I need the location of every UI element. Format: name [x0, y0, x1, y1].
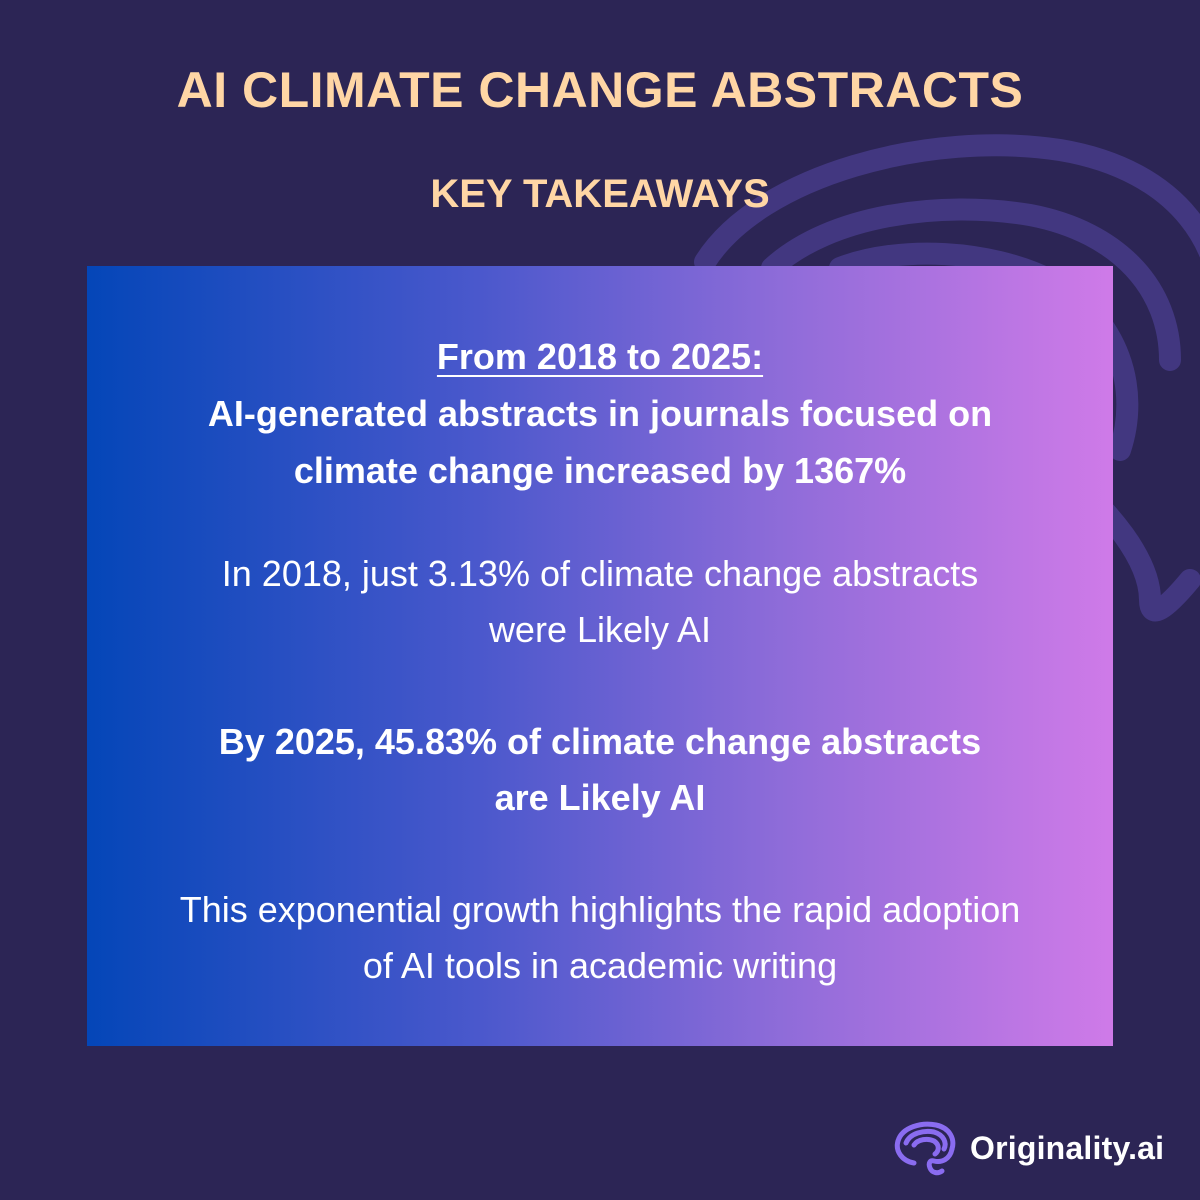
takeaway-conclusion-line-1: This exponential growth highlights the r… — [179, 889, 1021, 930]
takeaway-2018-line-2: were Likely AI — [488, 609, 712, 650]
headline-line-1: AI-generated abstracts in journals focus… — [207, 393, 993, 434]
takeaway-conclusion: This exponential growth highlights the r… — [87, 882, 1113, 994]
takeaway-2025: By 2025, 45.83% of climate change abstra… — [87, 714, 1113, 826]
takeaway-conclusion-line-2: of AI tools in academic writing — [362, 945, 838, 986]
brain-icon — [894, 1121, 956, 1176]
takeaway-2025-line-2: are Likely AI — [494, 777, 706, 818]
takeaway-2018: In 2018, just 3.13% of climate change ab… — [87, 546, 1113, 658]
page-subtitle: KEY TAKEAWAYS — [430, 172, 770, 216]
brand-name: Originality.ai — [970, 1129, 1165, 1166]
headline-period: From 2018 to 2025: — [436, 336, 764, 377]
brand-logo: Originality.ai — [892, 1118, 1164, 1178]
headline-block: From 2018 to 2025: AI-generated abstract… — [87, 328, 1113, 499]
takeaway-2018-line-1: In 2018, just 3.13% of climate change ab… — [221, 553, 979, 594]
headline-line-2: climate change increased by 1367% — [293, 450, 907, 491]
page-title: AI CLIMATE CHANGE ABSTRACTS — [176, 62, 1024, 118]
takeaway-2025-line-1: By 2025, 45.83% of climate change abstra… — [218, 721, 982, 762]
takeaways-card: From 2018 to 2025: AI-generated abstract… — [87, 266, 1113, 1046]
